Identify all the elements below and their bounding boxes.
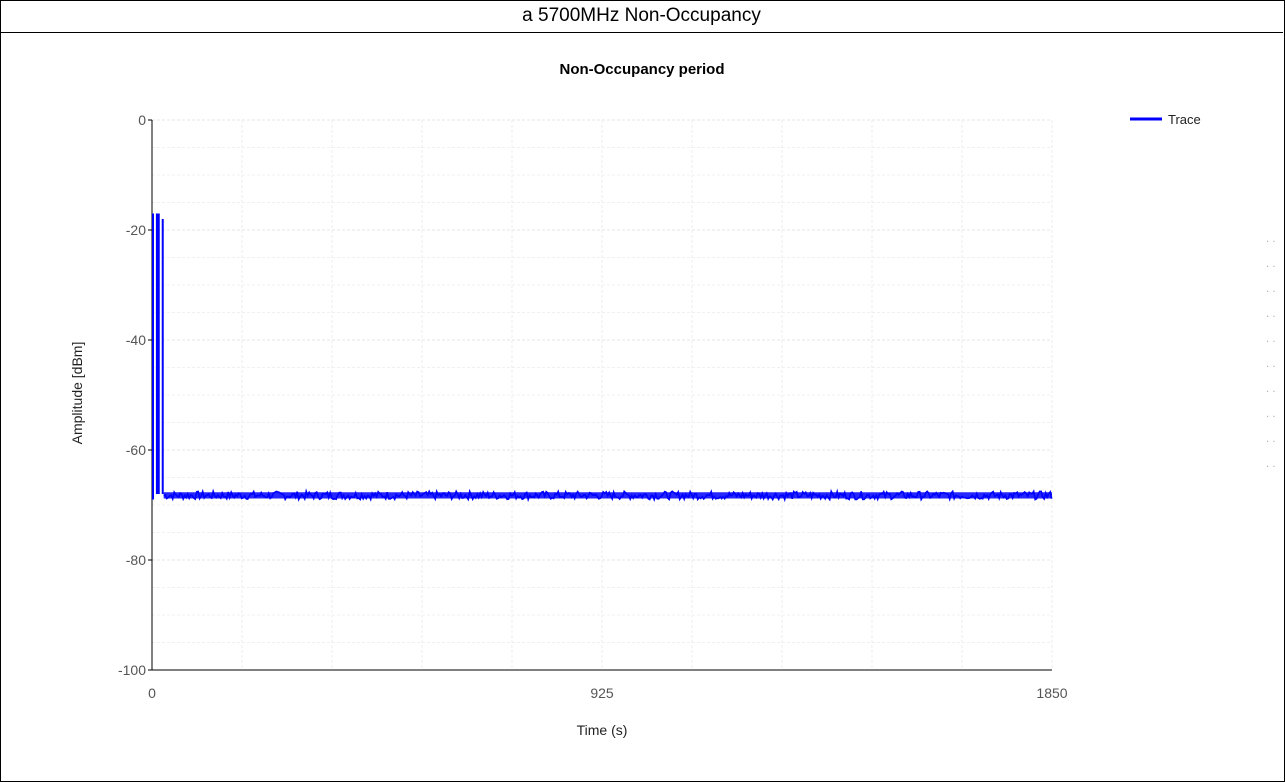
chart-title: Non-Occupancy period [559, 61, 724, 78]
y-tick-label: -100 [118, 662, 146, 678]
legend-label: Trace [1168, 112, 1201, 127]
y-tick-label: -80 [126, 552, 146, 568]
trace-burst [161, 219, 164, 494]
trace-band [163, 492, 1053, 499]
y-tick-label: -60 [126, 442, 146, 458]
y-tick-label: -20 [126, 222, 146, 238]
dotted-edge-marks: · · · · · · · · · · · · · · · · · · · · [1266, 237, 1276, 473]
trace-burst [155, 213, 160, 494]
header-title: a 5700MHz Non-Occupancy [522, 5, 761, 26]
x-axis-label: Time (s) [577, 722, 628, 738]
grid-lines [151, 119, 1053, 671]
x-tick-label: 0 [148, 685, 156, 701]
y-tick-label: -40 [126, 332, 146, 348]
trace-burst [152, 213, 154, 500]
series-group [152, 213, 1053, 503]
legend: Trace [1130, 112, 1201, 127]
y-axis-label: Amplitude [dBm] [69, 342, 85, 445]
y-tick-label: 0 [138, 112, 146, 128]
x-tick-label: 1850 [1036, 685, 1067, 701]
x-tick-label: 925 [590, 685, 614, 701]
table-header: a 5700MHz Non-Occupancy [0, 0, 1283, 33]
